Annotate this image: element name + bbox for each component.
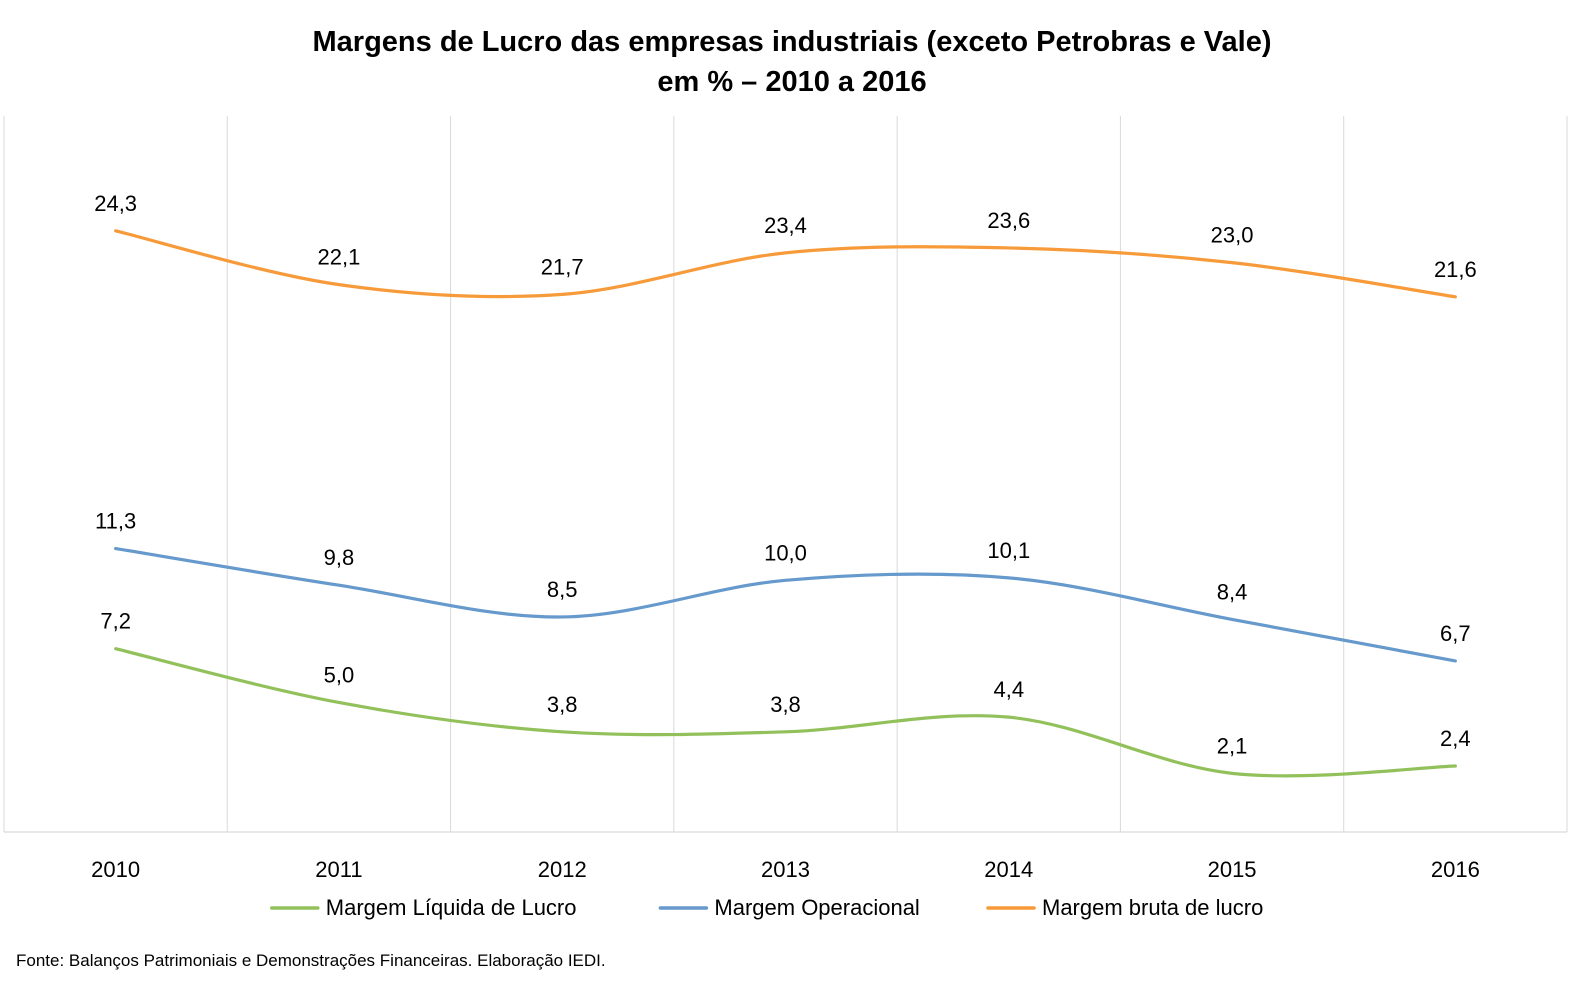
series-line [114,647,1457,778]
data-label: 4,4 [993,677,1024,702]
x-tick-label: 2016 [1431,857,1480,882]
data-label: 21,7 [541,254,584,279]
data-label: 11,3 [95,509,136,534]
series-line [114,229,1457,299]
x-tick-label: 2014 [984,857,1033,882]
data-label: 7,2 [100,609,131,634]
data-label: 2,1 [1217,733,1248,758]
data-label: 5,0 [324,662,355,687]
data-label: 3,8 [547,692,578,717]
chart-title: Margens de Lucro das empresas industriai… [312,26,1272,58]
data-label: 10,1 [987,538,1030,563]
x-tick-label: 2010 [91,857,140,882]
data-label: 23,6 [987,208,1030,233]
data-label: 23,4 [764,213,807,238]
data-label: 8,4 [1217,579,1248,604]
x-tick-label: 2015 [1208,857,1257,882]
data-label: 8,5 [547,577,578,602]
x-tick-label: 2011 [315,857,362,882]
data-label: 21,6 [1434,257,1477,282]
data-label: 2,4 [1440,726,1471,751]
series-line [114,546,1457,663]
x-tick-label: 2013 [761,857,810,882]
data-label: 24,3 [94,191,137,216]
legend-label: Margem bruta de lucro [1042,895,1263,920]
data-label: 6,7 [1440,621,1471,646]
chart-title-block: Margens de Lucro das empresas industriai… [0,22,1584,102]
legend-label: Margem Operacional [714,895,919,920]
source-note: Fonte: Balanços Patrimoniais e Demonstra… [16,951,606,970]
legend-label: Margem Líquida de Lucro [326,895,577,920]
data-label: 9,8 [324,545,355,570]
data-label: 10,0 [764,540,807,565]
chart-subtitle: em % – 2010 a 2016 [657,66,927,98]
data-label: 3,8 [770,692,801,717]
x-tick-label: 2012 [538,857,587,882]
data-label: 22,1 [318,245,361,270]
data-label: 23,0 [1211,223,1254,248]
